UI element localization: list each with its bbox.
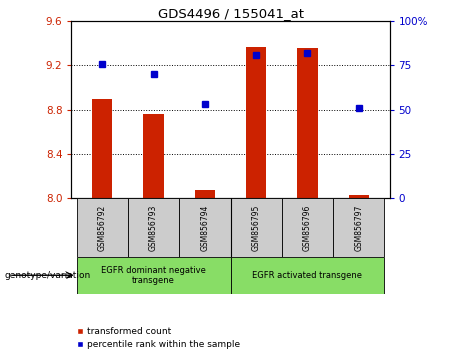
Text: GSM856797: GSM856797: [354, 204, 363, 251]
Text: GSM856796: GSM856796: [303, 204, 312, 251]
Text: GSM856795: GSM856795: [252, 204, 260, 251]
Bar: [128, 198, 179, 257]
Text: EGFR dominant negative
transgene: EGFR dominant negative transgene: [101, 266, 206, 285]
Bar: [282, 198, 333, 257]
Text: genotype/variation: genotype/variation: [5, 271, 91, 280]
Bar: [195, 190, 215, 198]
Bar: [297, 48, 318, 198]
Bar: [143, 114, 164, 198]
Bar: [230, 198, 282, 257]
Text: GSM856792: GSM856792: [98, 204, 107, 251]
Legend: transformed count, percentile rank within the sample: transformed count, percentile rank withi…: [76, 327, 240, 349]
Bar: [246, 47, 266, 198]
Bar: [77, 198, 128, 257]
Bar: [77, 257, 230, 294]
Bar: [92, 99, 112, 198]
Text: GSM856794: GSM856794: [201, 204, 209, 251]
Bar: [333, 198, 384, 257]
Title: GDS4496 / 155041_at: GDS4496 / 155041_at: [158, 7, 303, 20]
Text: EGFR activated transgene: EGFR activated transgene: [253, 271, 362, 280]
Text: GSM856793: GSM856793: [149, 204, 158, 251]
Bar: [179, 198, 230, 257]
Bar: [349, 195, 369, 198]
Bar: [230, 257, 384, 294]
